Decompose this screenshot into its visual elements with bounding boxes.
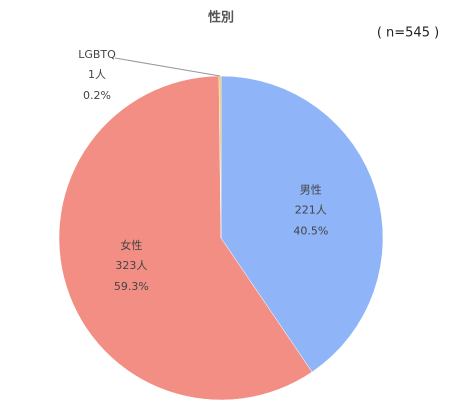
slice-label: LGBTQ: [78, 48, 116, 61]
slice-label: 男性: [300, 182, 322, 196]
pie-slice: [58, 75, 313, 401]
leader-line: [114, 57, 221, 77]
sample-size: ( n=545 ): [377, 26, 439, 41]
pie-slice: [220, 75, 384, 373]
value-label: 0.2%: [83, 89, 111, 102]
count-label: 221人: [295, 203, 327, 216]
chart-title: 性別: [208, 10, 234, 26]
count-label: 323人: [115, 259, 147, 272]
count-label: 1人: [88, 68, 106, 81]
value-label: 59.3%: [114, 280, 149, 293]
value-label: 40.5%: [293, 224, 328, 237]
slice-label: 女性: [120, 238, 142, 252]
